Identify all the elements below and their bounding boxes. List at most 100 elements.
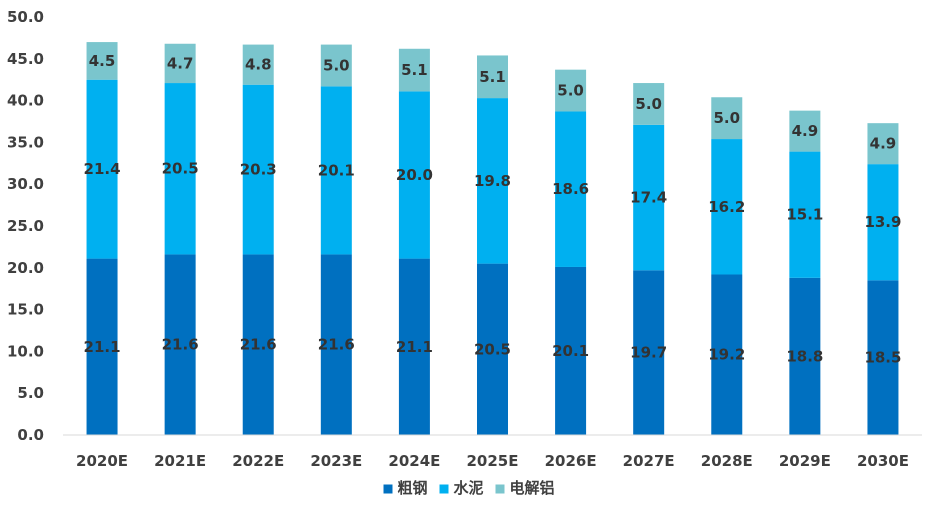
x-tick-label: 2021E [154, 452, 206, 470]
x-tick-label: 2029E [779, 452, 831, 470]
bar-segment-1 [242, 254, 274, 435]
y-tick-label: 0.0 [17, 426, 44, 444]
data-label: 21.6 [162, 336, 199, 354]
data-labels-group: 21.1 21.4 4.5 21.6 20.5 4.7 21.6 20.3 4.8 21.6 20.… [84, 52, 902, 367]
data-label: 17.4 [630, 189, 667, 207]
data-label: 20.1 [318, 161, 355, 179]
bar-segment-1 [789, 277, 821, 435]
bar-segment-3 [86, 42, 118, 80]
data-label: 18.5 [864, 349, 901, 367]
legend-swatch [495, 484, 505, 494]
bar-segment-3 [242, 44, 274, 85]
bar-segment-3 [164, 43, 196, 84]
data-label: 21.4 [84, 160, 121, 178]
legend: 粗钢 水泥 电解铝 [383, 479, 555, 497]
y-tick-label: 5.0 [17, 384, 44, 402]
data-label: 20.5 [474, 340, 511, 358]
x-tick-label: 2027E [623, 452, 675, 470]
bar-segment-2 [86, 79, 118, 259]
x-tick-label: 2026E [545, 452, 597, 470]
legend-swatch [439, 484, 449, 494]
bar-segment-3 [398, 48, 430, 92]
bar-segment-1 [555, 266, 587, 435]
data-label: 4.7 [167, 54, 194, 72]
legend-item: 水泥 [439, 479, 484, 497]
bar-segment-2 [164, 83, 196, 255]
bar-segment-3 [555, 69, 587, 112]
legend-label: 水泥 [454, 479, 484, 497]
bar-segment-2 [477, 98, 508, 264]
x-tick-label: 2023E [310, 452, 362, 470]
y-tick-label: 15.0 [7, 301, 44, 319]
bar-segment-3 [320, 44, 352, 87]
bar-segment-1 [867, 280, 899, 435]
bar-segment-3 [789, 110, 821, 152]
data-label: 5.0 [713, 109, 740, 127]
bar-segment-2 [555, 111, 587, 267]
y-tick-label: 20.0 [7, 259, 44, 277]
x-tick-label: 2028E [701, 452, 753, 470]
data-label: 18.8 [786, 347, 823, 365]
bar-segment-1 [164, 254, 196, 435]
data-label: 13.9 [864, 213, 901, 231]
bar-segment-2 [867, 164, 899, 281]
data-label: 5.0 [635, 95, 662, 113]
bar-segment-2 [711, 139, 743, 275]
legend-label: 粗钢 [398, 479, 428, 497]
data-label: 19.8 [474, 172, 511, 190]
bar-segment-1 [633, 270, 665, 435]
data-label: 4.8 [245, 56, 272, 74]
data-label: 21.6 [240, 336, 277, 354]
bars-group [86, 42, 899, 435]
data-label: 5.1 [479, 68, 506, 86]
x-tick-label: 2030E [857, 452, 909, 470]
bar-segment-3 [867, 123, 899, 165]
data-label: 21.1 [396, 338, 433, 356]
x-tick-label: 2020E [76, 452, 128, 470]
y-tick-label: 45.0 [7, 50, 44, 68]
x-tick-label: 2024E [388, 452, 440, 470]
legend-swatch [383, 484, 393, 494]
data-label: 4.9 [792, 122, 819, 140]
bar-segment-1 [86, 258, 118, 435]
bar-segment-2 [242, 84, 274, 255]
data-label: 4.9 [870, 135, 897, 153]
y-tick-label: 50.0 [7, 8, 44, 26]
bar-segment-1 [711, 274, 743, 435]
bar-segment-3 [477, 55, 508, 99]
bar-segment-1 [320, 254, 352, 435]
legend-label: 电解铝 [510, 479, 555, 497]
bar-segment-3 [633, 83, 665, 125]
data-label: 5.0 [557, 82, 584, 100]
x-tick-label: 2025E [467, 452, 519, 470]
data-label: 4.5 [89, 52, 116, 70]
bar-segment-2 [398, 91, 430, 259]
x-tick-label: 2022E [232, 452, 284, 470]
bar-segment-2 [320, 86, 352, 255]
y-tick-label: 35.0 [7, 133, 44, 151]
data-label: 20.0 [396, 166, 433, 184]
data-label: 15.1 [786, 206, 823, 224]
data-label: 20.3 [240, 161, 277, 179]
y-axis: 0.0 5.0 10.0 15.0 20.0 25.0 30.0 35.0 40.0 45.0 50… [7, 8, 44, 444]
data-label: 5.1 [401, 61, 428, 79]
data-label: 19.7 [630, 344, 667, 362]
legend-item: 粗钢 [383, 479, 428, 497]
x-axis: 2020E 2021E 2022E 2023E 2024E 2025E 2026E 2027E… [63, 434, 922, 470]
data-label: 21.6 [318, 336, 355, 354]
bar-segment-2 [789, 151, 821, 278]
bar-segment-3 [711, 97, 743, 140]
y-tick-label: 25.0 [7, 217, 44, 235]
data-label: 16.2 [708, 198, 745, 216]
y-tick-label: 30.0 [7, 175, 44, 193]
bar-segment-1 [477, 263, 508, 435]
y-tick-label: 40.0 [7, 92, 44, 110]
data-label: 20.1 [552, 342, 589, 360]
bar-segment-2 [633, 124, 665, 271]
bar-segment-1 [398, 258, 430, 435]
data-label: 21.1 [84, 338, 121, 356]
data-label: 19.2 [708, 346, 745, 364]
data-label: 5.0 [323, 56, 350, 74]
